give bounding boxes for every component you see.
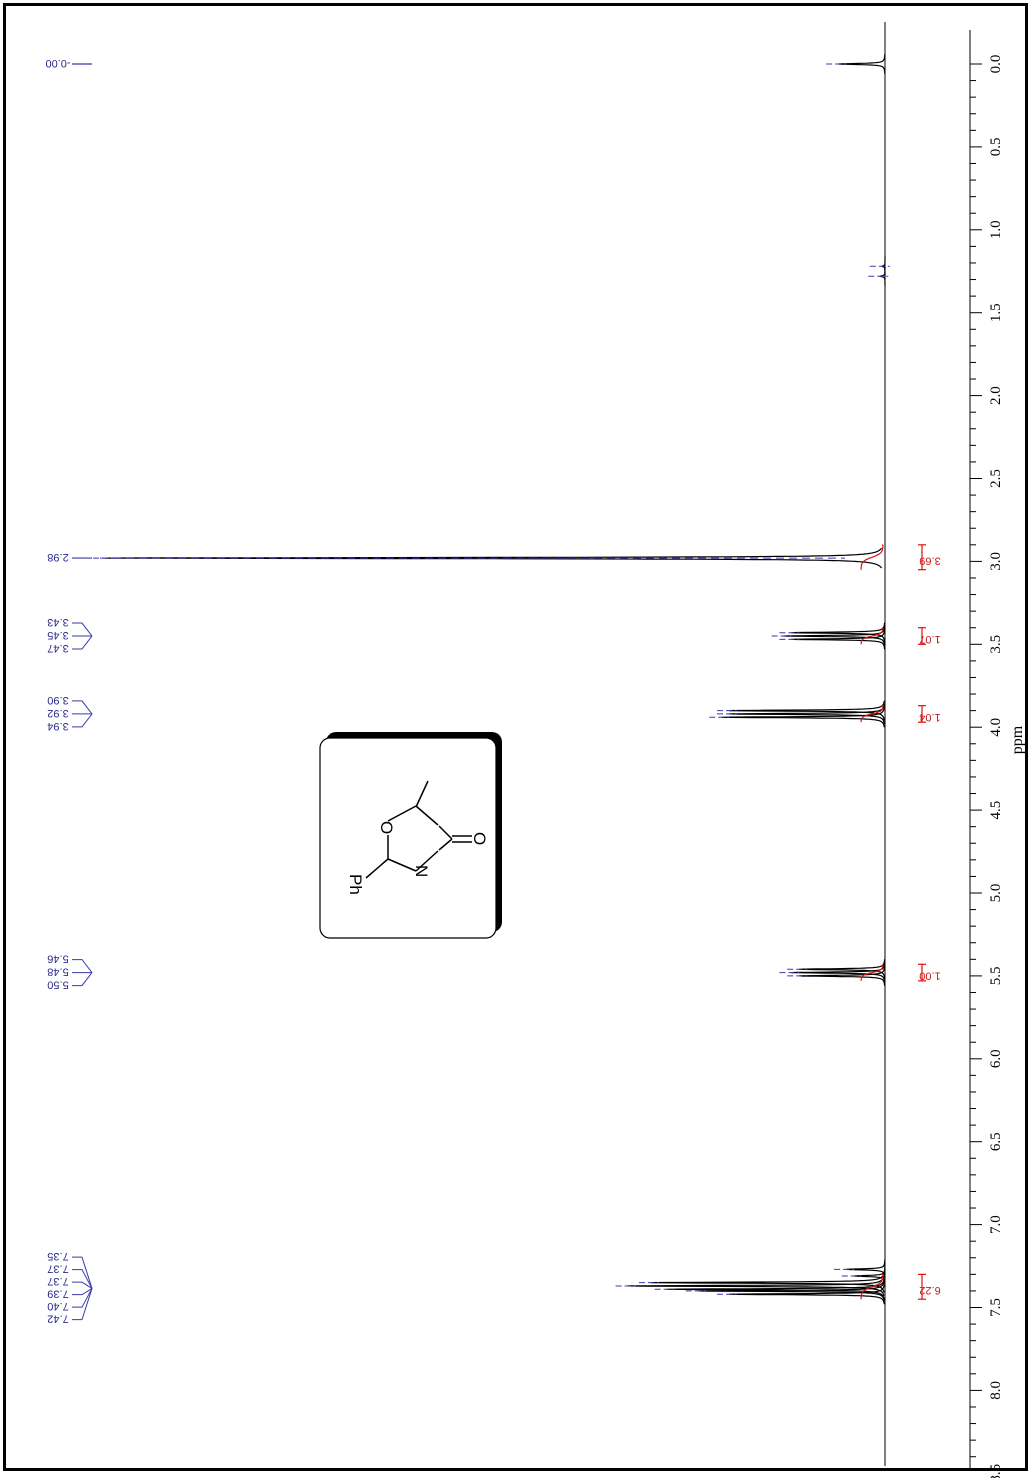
axis-tick-label: 4.0 [988,718,1004,737]
axis-title: ppm [1009,725,1026,754]
integral-curve [860,704,884,723]
integral-marks: 3.69 1.07 1.04 1.00 6.22 [860,544,941,1300]
integral-curve [860,544,884,570]
peak-label: 3.94 [47,720,68,732]
integral-value: 6.22 [919,1284,940,1296]
peak-label-connector [72,1288,93,1321]
structure-box: O O N Ph [319,732,502,939]
peak-label-connector [72,1288,93,1308]
axis-tick-label: 1.5 [988,303,1004,322]
ring-bonds [365,780,472,879]
axis-tick-label: 5.0 [988,884,1004,903]
carbonyl-carbon-bonds [438,825,453,851]
peak-label: 7.40 [47,1300,68,1312]
integral-value: 1.00 [919,970,940,982]
peak-label-connector [72,1256,93,1289]
atom-ph: Ph [346,874,365,895]
axis-tick-label: 7.5 [988,1298,1004,1317]
ppm-axis: 0.0 0.5 1.0 1.5 2.0 2.5 3.0 3.5 4.0 4.5 5.0 5.5 6.0 6… [969,30,1026,1478]
peak-label: 2.98 [47,551,68,563]
axis-tick-label: 7.0 [988,1215,1004,1234]
peak-label: 3.47 [47,642,68,654]
integral-curve [860,626,884,645]
integral-curve [860,963,884,981]
peak-label: 7.37 [47,1263,68,1275]
atom-o-ring: O [377,821,396,834]
peak-label-connector [72,713,93,728]
axis-tick-label: 2.5 [988,469,1004,488]
axis-tick-label: 8.0 [988,1381,1004,1400]
peak-label-connector [72,1269,93,1289]
axis-tick-label: 0.0 [988,55,1004,74]
peak-label: -0.00 [45,57,70,69]
axis-tick-labels: 0.0 0.5 1.0 1.5 2.0 2.5 3.0 3.5 4.0 4.5 5.0 5.5 6.0 6… [988,55,1004,1478]
peak-label: 7.37 [47,1275,68,1287]
axis-tick-label: 5.5 [988,967,1004,986]
peak-label: 5.50 [47,979,68,991]
atom-o-carbonyl: O [470,832,489,845]
peak-label-connector [72,635,93,650]
peak-label: 7.39 [47,1288,68,1300]
peak-label: 3.43 [47,616,68,628]
axis-tick-label: 8.5 [988,1464,1004,1478]
peak-label: 5.46 [47,953,68,965]
axis-ticks [970,63,982,1458]
peak-label: 5.48 [47,966,68,978]
integral-curve [860,1273,884,1300]
integral-value: 1.07 [919,633,940,645]
atom-n: N [412,865,431,877]
structure-frame [319,737,497,939]
peak-label-connector [72,959,93,973]
peak-label-connector [72,972,93,987]
oxazolidinone-structure: O O N Ph [346,780,489,895]
axis-tick-label: 6.5 [988,1132,1004,1151]
peak-line [783,625,886,647]
axis-tick-label: 3.5 [988,635,1004,654]
integral-value: 3.69 [919,554,940,566]
axis-tick-label: 4.5 [988,801,1004,820]
integral-value: 1.04 [919,711,940,723]
peak-labels: -0.00 2.98 3.433.453.47 3.903.923.94 5.465.4… [45,57,845,1325]
axis-tick-label: 0.5 [988,138,1004,157]
peak-label: 3.45 [47,629,68,641]
peak-label: 7.35 [47,1250,68,1262]
axis-tick-label: 2.0 [988,386,1004,405]
peak-label-connector [72,1281,93,1289]
peak-label-connector [72,622,93,637]
spectrum-frame [3,3,1028,1471]
axis-tick-label: 1.0 [988,220,1004,239]
peak-label: 3.90 [47,694,68,706]
peak-label-connector [72,1288,93,1296]
peak-label: 7.42 [47,1313,68,1325]
axis-tick-label: 6.0 [988,1049,1004,1068]
peak-label: 3.92 [47,707,68,719]
axis-tick-label: 3.0 [988,552,1004,571]
peak-label-connector [72,700,93,715]
